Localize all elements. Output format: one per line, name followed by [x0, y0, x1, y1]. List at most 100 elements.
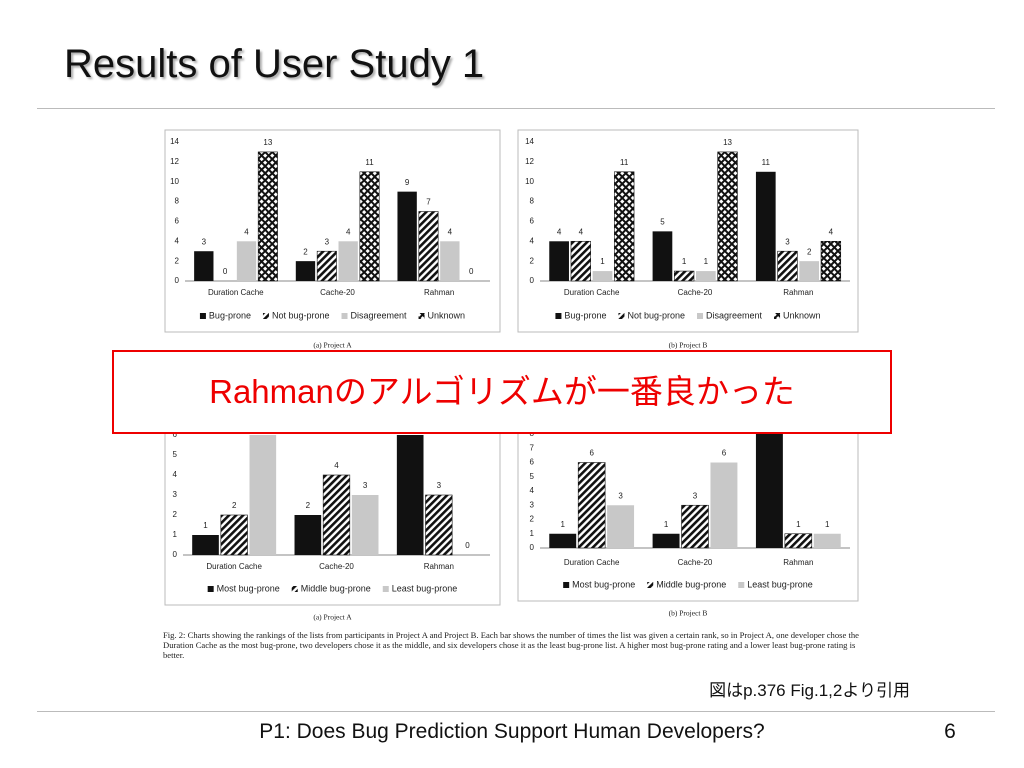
y-tick-label: 0 — [530, 543, 535, 552]
value-label: 3 — [437, 481, 442, 490]
y-tick-label: 6 — [175, 217, 180, 226]
bar — [440, 241, 460, 281]
y-tick-label: 10 — [170, 177, 179, 186]
y-tick-label: 14 — [170, 137, 179, 146]
y-tick-label: 2 — [173, 510, 178, 519]
bar — [338, 241, 358, 281]
x-tick-label: Duration Cache — [208, 288, 264, 297]
legend-marker — [382, 586, 389, 592]
value-label: 3 — [693, 491, 698, 500]
legend-marker — [618, 313, 625, 319]
value-label: 1 — [664, 520, 669, 529]
y-tick-label: 8 — [175, 197, 180, 206]
value-label: 11 — [365, 158, 374, 167]
bar — [295, 261, 316, 281]
legend-marker — [341, 313, 348, 319]
legend-marker — [199, 313, 206, 319]
value-label: 4 — [346, 227, 351, 236]
bar — [549, 533, 577, 548]
chart-panel — [517, 404, 859, 602]
y-tick-label: 3 — [173, 490, 178, 499]
legend-label: Most bug-prone — [572, 579, 635, 589]
value-label: 1 — [203, 521, 208, 530]
figure-caption: Fig. 2: Charts showing the rankings of t… — [163, 630, 859, 660]
legend-marker — [647, 582, 654, 588]
y-tick-label: 0 — [530, 276, 535, 285]
x-tick-label: Duration Cache — [564, 558, 620, 567]
legend-marker — [555, 313, 562, 319]
legend-marker — [697, 313, 704, 319]
bar — [249, 435, 277, 555]
value-label: 3 — [325, 237, 330, 246]
value-label: 9 — [405, 178, 410, 187]
x-tick-label: Rahman — [424, 562, 454, 571]
value-label: 4 — [579, 227, 584, 236]
y-tick-label: 0 — [173, 550, 178, 559]
footer: P1: Does Bug Prediction Support Human De… — [259, 720, 765, 743]
legend-label: Most bug-prone — [217, 583, 280, 593]
x-tick-label: Cache-20 — [678, 288, 713, 297]
value-label: 7 — [426, 198, 431, 207]
bar — [755, 434, 783, 548]
bar — [755, 171, 776, 281]
chart-caption: (b) Project B — [669, 341, 708, 350]
chart-panel — [517, 129, 859, 333]
value-label: 13 — [723, 138, 732, 147]
bar — [418, 211, 439, 282]
legend-marker — [738, 582, 745, 588]
legend-label: Middle bug-prone — [301, 583, 371, 593]
bar — [351, 495, 379, 555]
y-tick-label: 2 — [530, 515, 535, 524]
x-tick-label: Duration Cache — [564, 288, 620, 297]
x-tick-label: Rahman — [783, 288, 813, 297]
bar — [316, 250, 337, 282]
bar — [717, 151, 738, 282]
bar — [236, 241, 257, 281]
bar — [577, 462, 606, 549]
bar — [322, 474, 351, 556]
value-label: 0 — [223, 267, 228, 276]
value-label: 4 — [557, 227, 562, 236]
value-label: 1 — [682, 257, 687, 266]
y-tick-label: 12 — [170, 157, 179, 166]
value-label: 0 — [469, 267, 474, 276]
bar — [607, 505, 635, 548]
legend-label: Disagreement — [706, 310, 763, 320]
chart-panel — [164, 129, 501, 333]
legend: Most bug-prone Middle bug-prone Least bug-… — [563, 579, 813, 589]
value-label: 1 — [825, 520, 830, 529]
y-tick-label: 5 — [173, 450, 178, 459]
y-tick-label: 1 — [530, 529, 535, 538]
x-tick-label: Rahman — [783, 558, 813, 567]
bar — [549, 241, 569, 281]
legend-marker — [291, 586, 298, 592]
y-tick-label: 14 — [525, 137, 534, 146]
slide-title: Results of User Study 1 — [64, 42, 485, 86]
y-tick-label: 4 — [175, 236, 180, 245]
value-label: 2 — [232, 501, 237, 510]
legend-label: Unknown — [783, 310, 821, 320]
value-label: 3 — [785, 237, 790, 246]
legend: Most bug-prone Middle bug-prone Least bug-… — [207, 583, 457, 593]
value-label: 1 — [796, 520, 801, 529]
value-label: 4 — [448, 227, 453, 236]
value-label: 11 — [620, 158, 629, 167]
legend-label: Not bug-prone — [627, 310, 685, 320]
bar — [652, 231, 673, 281]
y-tick-label: 12 — [525, 157, 534, 166]
bar — [813, 533, 841, 548]
chart-caption: (b) Project B — [669, 609, 708, 618]
y-tick-label: 4 — [173, 470, 178, 479]
bar — [194, 251, 214, 281]
value-label: 5 — [660, 217, 665, 226]
bar — [192, 535, 219, 555]
y-tick-label: 6 — [530, 217, 535, 226]
overlay-callout: Rahmanのアルゴリズムが一番良かった — [112, 350, 892, 434]
value-label: 3 — [363, 481, 368, 490]
bar — [614, 171, 635, 282]
value-label: 1 — [600, 257, 605, 266]
legend-label: Unknown — [428, 310, 466, 320]
legend-label: Bug-prone — [564, 310, 606, 320]
